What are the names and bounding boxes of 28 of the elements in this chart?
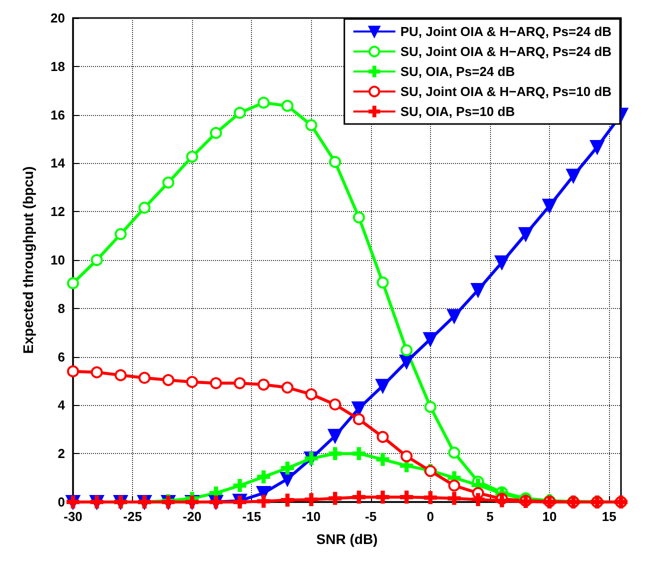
y-tick-label: 12 (50, 204, 65, 220)
legend-label: SU, OIA, Ps=24 dB (400, 64, 515, 79)
y-tick-label: 0 (58, 494, 65, 510)
y-tick-label: 18 (50, 58, 65, 74)
y-tick-label: 14 (50, 156, 66, 171)
legend-label: SU, Joint OIA & H−ARQ, Ps=10 dB (400, 84, 612, 99)
legend-label: SU, Joint OIA & H−ARQ, Ps=24 dB (400, 44, 612, 59)
y-tick-label: 8 (58, 300, 65, 316)
legend-label: SU, OIA, Ps=10 dB (400, 104, 515, 119)
x-tick-label: 10 (542, 509, 557, 524)
y-tick-label: 6 (58, 349, 65, 364)
y-tick-label: 10 (50, 252, 65, 268)
x-tick-label: -25 (123, 509, 142, 524)
x-axis-title: SNR (dB) (316, 531, 378, 547)
y-tick-label: 2 (58, 446, 65, 462)
x-tick-label: 15 (602, 509, 616, 524)
x-tick-label: -20 (182, 509, 202, 524)
y-tick-label: 4 (58, 398, 66, 413)
y-tick-label: 20 (50, 10, 65, 26)
legend-label: PU, Joint OIA & H−ARQ, Ps=24 dB (400, 24, 612, 39)
x-tick-label: -15 (242, 509, 262, 524)
y-axis-title: Expected throughput (bpcu) (20, 166, 36, 354)
y-tick-label: 16 (50, 107, 65, 122)
x-tick-label: 5 (486, 509, 494, 524)
x-tick-label: -30 (64, 509, 82, 524)
x-tick-label: 0 (426, 509, 434, 524)
x-tick-label: -10 (302, 509, 321, 524)
x-tick-label: -5 (365, 509, 377, 524)
